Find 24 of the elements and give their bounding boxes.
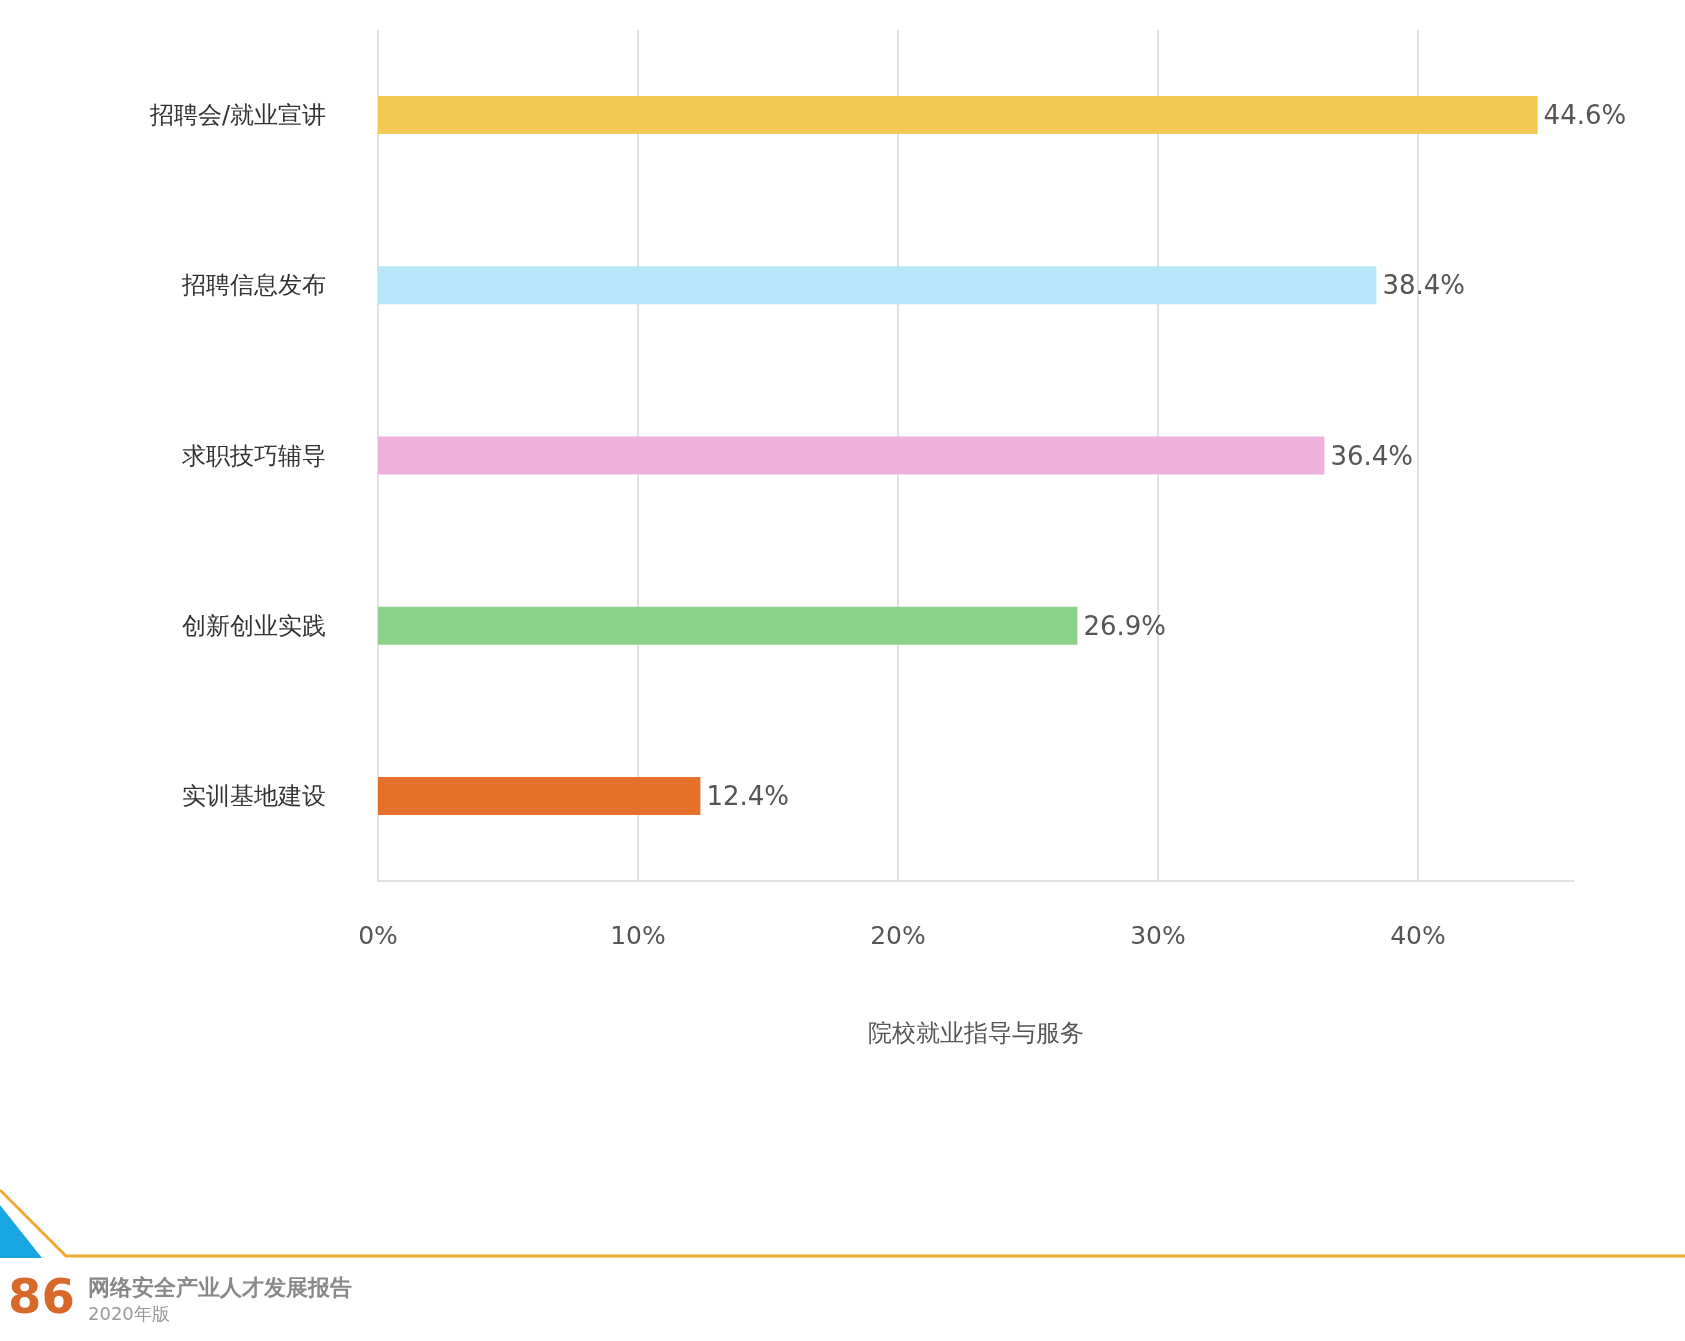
y-tick-label: 招聘信息发布 [181, 271, 326, 300]
y-tick-label: 求职技巧辅导 [182, 441, 326, 470]
data-label: 44.6% [1543, 100, 1627, 131]
x-axis-title: 院校就业指导与服务 [868, 1019, 1084, 1047]
data-label: 38.4% [1382, 270, 1466, 301]
bar [378, 266, 1377, 305]
y-tick-label: 招聘会/就业宣讲 [148, 101, 326, 130]
y-tick-label: 实训基地建设 [182, 781, 326, 810]
x-tick-label: 40% [1390, 921, 1446, 950]
data-label: 12.4% [706, 780, 790, 811]
data-label: 26.9% [1083, 610, 1167, 641]
x-tick-label: 30% [1130, 921, 1186, 950]
x-tick-label: 0% [358, 921, 398, 950]
bar [378, 96, 1538, 135]
bar [378, 776, 701, 815]
text: 2020年版 [88, 1302, 170, 1324]
bar [378, 436, 1325, 475]
text: 网络安全产业人才发展报告 [88, 1274, 352, 1300]
x-tick-label: 20% [870, 921, 926, 950]
data-label: 36.4% [1330, 440, 1414, 471]
text: 86 [8, 1268, 75, 1324]
x-tick-label: 10% [610, 921, 666, 950]
y-tick-label: 创新创业实践 [182, 611, 326, 640]
bar [378, 606, 1078, 645]
